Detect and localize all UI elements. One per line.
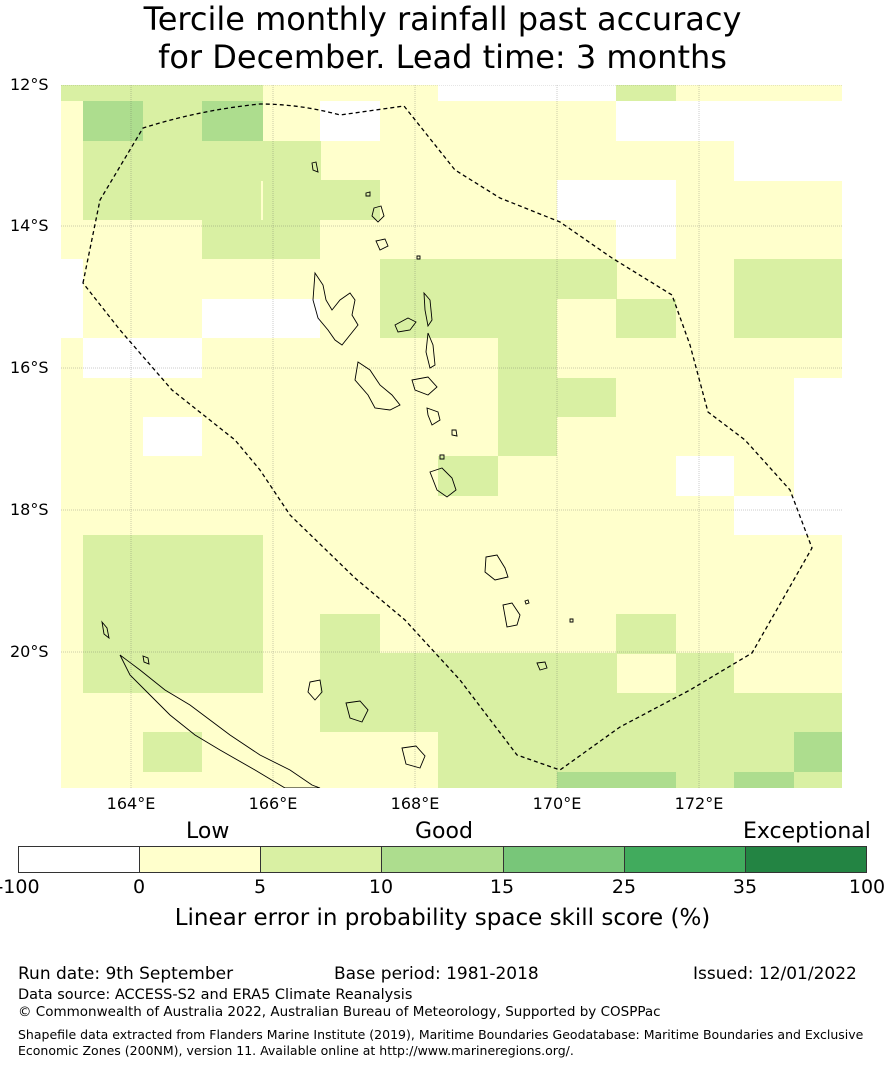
lon-label-168e: 168°E	[390, 794, 440, 813]
island-futuna	[569, 618, 574, 623]
run-date: Run date: 9th September	[18, 964, 234, 984]
colorbar-title: Linear error in probability space skill …	[174, 905, 711, 931]
graticule	[61, 85, 842, 788]
copyright: © Commonwealth of Australia 2022, Austra…	[18, 1004, 661, 1020]
lat-label-20s: 20°S	[10, 642, 49, 661]
island-walpole	[142, 655, 150, 665]
map-title: Tercile monthly rainfall past accuracy f…	[0, 0, 885, 76]
lon-label-164e: 164°E	[106, 794, 156, 813]
island-aniwa	[524, 599, 530, 605]
cbar-tick-6: 35	[732, 876, 758, 898]
colorbar	[18, 846, 867, 873]
shapefile-credit-line-2: Economic Zones (200NM), version 11. Avai…	[18, 1043, 574, 1058]
cbar-tick-4: 15	[489, 876, 515, 898]
island-loyalty-lifou	[345, 700, 369, 723]
colorbar-segment-4	[503, 847, 625, 872]
shapefile-credit: Shapefile data extracted from Flanders M…	[18, 1027, 878, 1059]
lon-label-170e: 170°E	[532, 794, 582, 813]
cbar-tick-2: 5	[253, 876, 267, 898]
category-good: Good	[415, 819, 473, 844]
island-new-caledonia	[119, 654, 321, 788]
colorbar-segment-0	[19, 847, 141, 872]
cbar-tick-1: 0	[132, 876, 146, 898]
lat-label-16s: 16°S	[10, 358, 49, 377]
skill-score-map	[61, 85, 842, 788]
lat-label-18s: 18°S	[10, 500, 49, 519]
colorbar-segment-5	[624, 847, 746, 872]
cbar-tick-0: -100	[0, 876, 40, 898]
colorbar-segment-6	[745, 847, 866, 872]
island-maewo	[423, 291, 433, 328]
island-small-1	[365, 191, 371, 197]
island-gaua	[375, 238, 389, 251]
island-epi	[426, 407, 441, 426]
category-low: Low	[186, 819, 230, 844]
lat-label-14s: 14°S	[10, 216, 49, 235]
island-pentecost	[425, 332, 436, 369]
island-aneityum	[536, 661, 548, 671]
islands	[101, 161, 574, 788]
island-malekula	[354, 361, 401, 411]
category-exceptional: Exceptional	[743, 819, 871, 844]
island-torres	[311, 161, 319, 173]
island-ambae	[394, 317, 417, 333]
shapefile-credit-line-1: Shapefile data extracted from Flanders M…	[18, 1027, 864, 1042]
skill-grid	[61, 85, 842, 788]
lon-label-166e: 166°E	[248, 794, 298, 813]
colorbar-segment-1	[140, 847, 262, 872]
island-shepherds	[451, 429, 458, 437]
base-period: Base period: 1981-2018	[334, 964, 539, 984]
island-belep	[101, 620, 110, 640]
island-tongoa	[439, 454, 445, 460]
island-small-2	[416, 255, 421, 260]
island-espiritu-santo	[312, 271, 359, 346]
island-erromango	[484, 554, 509, 581]
colorbar-segment-3	[382, 847, 504, 872]
lon-label-172e: 172°E	[674, 794, 724, 813]
island-ambrym	[411, 376, 438, 396]
title-line-1: Tercile monthly rainfall past accuracy	[143, 0, 742, 38]
title-line-2: for December. Lead time: 3 months	[158, 38, 727, 76]
cbar-tick-5: 25	[611, 876, 637, 898]
cbar-tick-7: 100	[848, 876, 885, 898]
lat-label-12s: 12°S	[10, 75, 49, 94]
white-cells	[61, 85, 842, 535]
island-loyalty-mare	[401, 745, 426, 769]
cbar-tick-3: 10	[368, 876, 394, 898]
island-efate	[429, 467, 457, 498]
island-tanna	[502, 602, 521, 628]
island-loyalty-ouvea	[307, 679, 323, 701]
data-source: Data source: ACCESS-S2 and ERA5 Climate …	[18, 987, 413, 1003]
issued-date: Issued: 12/01/2022	[693, 964, 857, 984]
colorbar-segment-2	[261, 847, 383, 872]
island-banks	[371, 205, 385, 223]
